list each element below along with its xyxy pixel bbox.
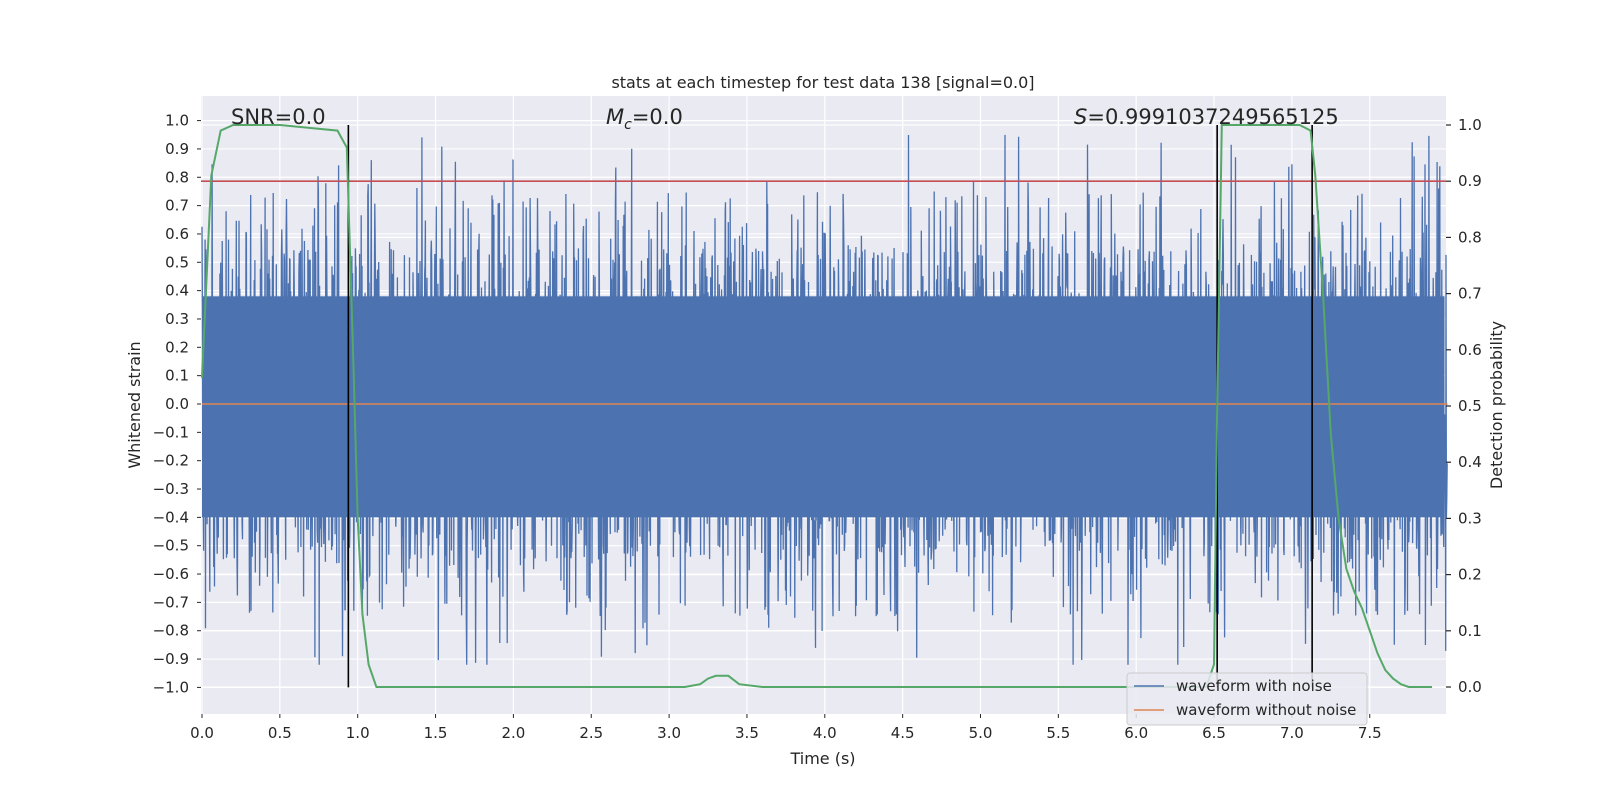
left-y-axis-label: Whitened strain	[125, 341, 144, 468]
noisy-waveform-series	[201, 134, 1448, 665]
chirp-mass-symbol: M	[606, 105, 624, 129]
chirp-mass-annotation: Mc=0.0	[606, 105, 683, 133]
x-tick-label: 1.0	[346, 724, 370, 742]
x-tick-label: 3.0	[657, 724, 681, 742]
x-tick-label: 6.0	[1124, 724, 1148, 742]
legend-label-noisy: waveform with noise	[1176, 677, 1332, 695]
right-y-tick-label: 1.0	[1458, 116, 1482, 134]
left-y-tick-label: 0.2	[165, 338, 189, 356]
right-y-tick-label: 0.1	[1458, 622, 1482, 640]
x-tick-label: 4.5	[891, 724, 915, 742]
left-y-tick-label: 0.7	[165, 197, 189, 215]
x-tick-label: 6.5	[1202, 724, 1226, 742]
legend-label-clean: waveform without noise	[1176, 701, 1356, 719]
legend-box	[1126, 672, 1368, 726]
right-y-tick-label: 0.8	[1458, 228, 1482, 246]
x-tick-label: 5.5	[1046, 724, 1070, 742]
left-y-tick-label: −0.2	[153, 452, 189, 470]
left-y-tick-label: −0.6	[153, 565, 189, 583]
left-y-tick-label: 0.4	[165, 282, 189, 300]
left-y-tick-label: 0.1	[165, 367, 189, 385]
left-y-tick-label: −0.5	[153, 537, 189, 555]
right-y-tick-label: 0.4	[1458, 453, 1482, 471]
score-symbol: S	[1074, 105, 1087, 129]
right-y-axis-label: Detection probability	[1487, 321, 1506, 489]
left-y-tick-label: −0.3	[153, 480, 189, 498]
score-annotation: S=0.9991037249565125	[1074, 105, 1339, 129]
left-y-tick-label: −0.7	[153, 593, 189, 611]
right-y-tick-label: 0.7	[1458, 285, 1482, 303]
chirp-mass-subscript: c	[624, 117, 632, 133]
right-y-tick-label: 0.3	[1458, 509, 1482, 527]
chart-title: stats at each timestep for test data 138…	[611, 73, 1034, 92]
x-axis-label: Time (s)	[789, 749, 855, 768]
x-tick-label: 3.5	[735, 724, 759, 742]
left-y-tick-label: −0.4	[153, 508, 189, 526]
x-tick-label: 7.5	[1358, 724, 1382, 742]
x-tick-label: 0.0	[190, 724, 214, 742]
legend: waveform with noise waveform without noi…	[1126, 672, 1368, 726]
x-tick-label: 0.5	[268, 724, 292, 742]
x-tick-label: 5.0	[969, 724, 993, 742]
left-y-tick-label: −0.1	[153, 423, 189, 441]
x-tick-label: 4.0	[813, 724, 837, 742]
score-value: =0.9991037249565125	[1087, 105, 1338, 129]
x-tick-labels: 0.0 0.5 1.0 1.5 2.0 2.5 3.0 3.5 4.0 4.5 5.0 5.5 6.0 6…	[190, 714, 1382, 742]
right-y-tick-labels: 1.0 0.9 0.8 0.7 0.6 0.5 0.4 0.3 0.2 0.1 0.0	[1446, 116, 1482, 696]
x-tick-label: 2.5	[579, 724, 603, 742]
left-y-tick-label: 1.0	[165, 112, 189, 130]
x-tick-label: 1.5	[424, 724, 448, 742]
left-y-tick-label: 0.3	[165, 310, 189, 328]
right-y-tick-label: 0.0	[1458, 678, 1482, 696]
x-tick-label: 7.0	[1280, 724, 1304, 742]
right-y-tick-label: 0.5	[1458, 397, 1482, 415]
left-y-tick-label: −1.0	[153, 678, 189, 696]
left-y-tick-label: 0.5	[165, 253, 189, 271]
x-tick-label: 2.0	[501, 724, 525, 742]
right-y-tick-label: 0.6	[1458, 341, 1482, 359]
left-y-tick-label: 0.0	[165, 395, 189, 413]
left-y-tick-label: 0.9	[165, 140, 189, 158]
snr-annotation: SNR=0.0	[231, 105, 326, 129]
chirp-mass-value: =0.0	[632, 105, 683, 129]
left-y-tick-label: 0.6	[165, 225, 189, 243]
right-y-tick-label: 0.9	[1458, 172, 1482, 190]
left-y-tick-label: −0.9	[153, 650, 189, 668]
left-y-tick-label: −0.8	[153, 622, 189, 640]
right-y-tick-label: 0.2	[1458, 566, 1482, 584]
left-y-tick-labels: 1.0 0.9 0.8 0.7 0.6 0.5 0.4 0.3 0.2 0.1 0.0 −0.1 −0.…	[153, 112, 201, 696]
left-y-tick-label: 0.8	[165, 168, 189, 186]
noisy-waveform-core	[202, 296, 1445, 518]
